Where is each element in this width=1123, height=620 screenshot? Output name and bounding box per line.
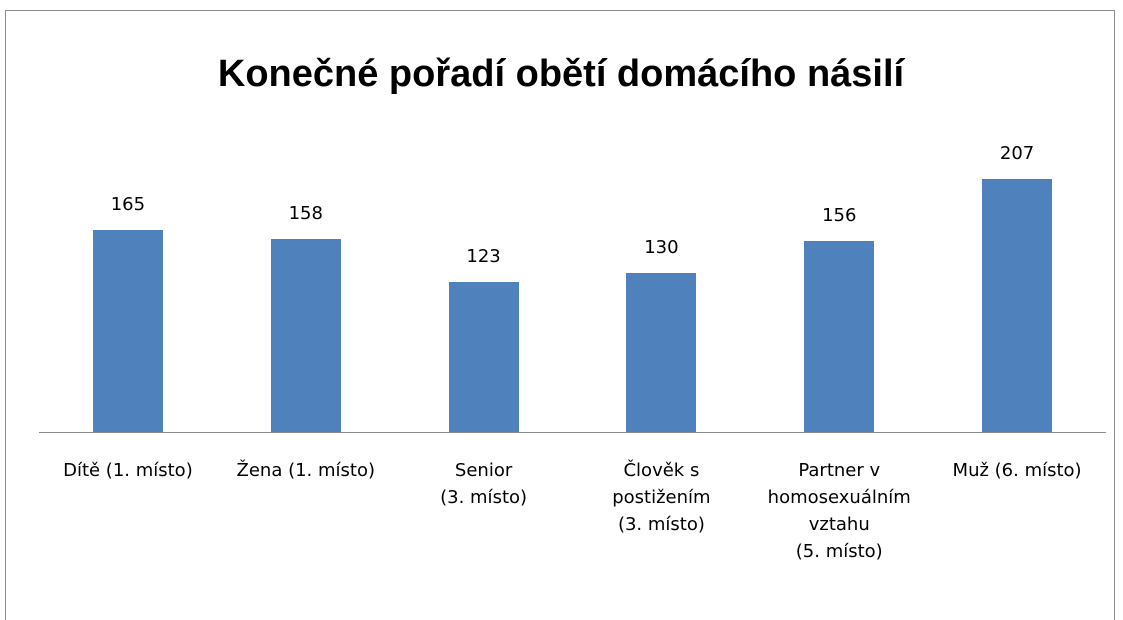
value-label: 165 [110, 194, 146, 216]
x-tick-label: Partner v homosexuálním vztahu (5. místo… [767, 460, 911, 562]
x-axis [39, 432, 1106, 433]
x-tick-label: Senior (3. místo) [440, 460, 528, 508]
bar [626, 273, 697, 432]
value-label: 123 [466, 245, 501, 267]
bar [270, 238, 341, 432]
bar [804, 241, 875, 432]
chart: Konečné pořadí obětí domácího násilí Dít… [5, 10, 1115, 620]
x-tick-label: Žena (1. místo) [236, 460, 376, 481]
bar [92, 230, 163, 432]
value-label: 130 [644, 237, 679, 259]
x-tick-label: Muž (6. místo) [952, 460, 1082, 481]
chart-title: Konečné pořadí obětí domácího násilí [217, 53, 905, 95]
bar [448, 281, 519, 432]
x-tick-label: Dítě (1. místo) [63, 460, 193, 481]
value-label: 156 [822, 205, 857, 227]
value-label: 158 [288, 202, 323, 224]
bar [982, 179, 1053, 432]
value-label: 207 [999, 143, 1035, 164]
x-tick-label: Člověk s postižením (3. místo) [612, 460, 711, 535]
